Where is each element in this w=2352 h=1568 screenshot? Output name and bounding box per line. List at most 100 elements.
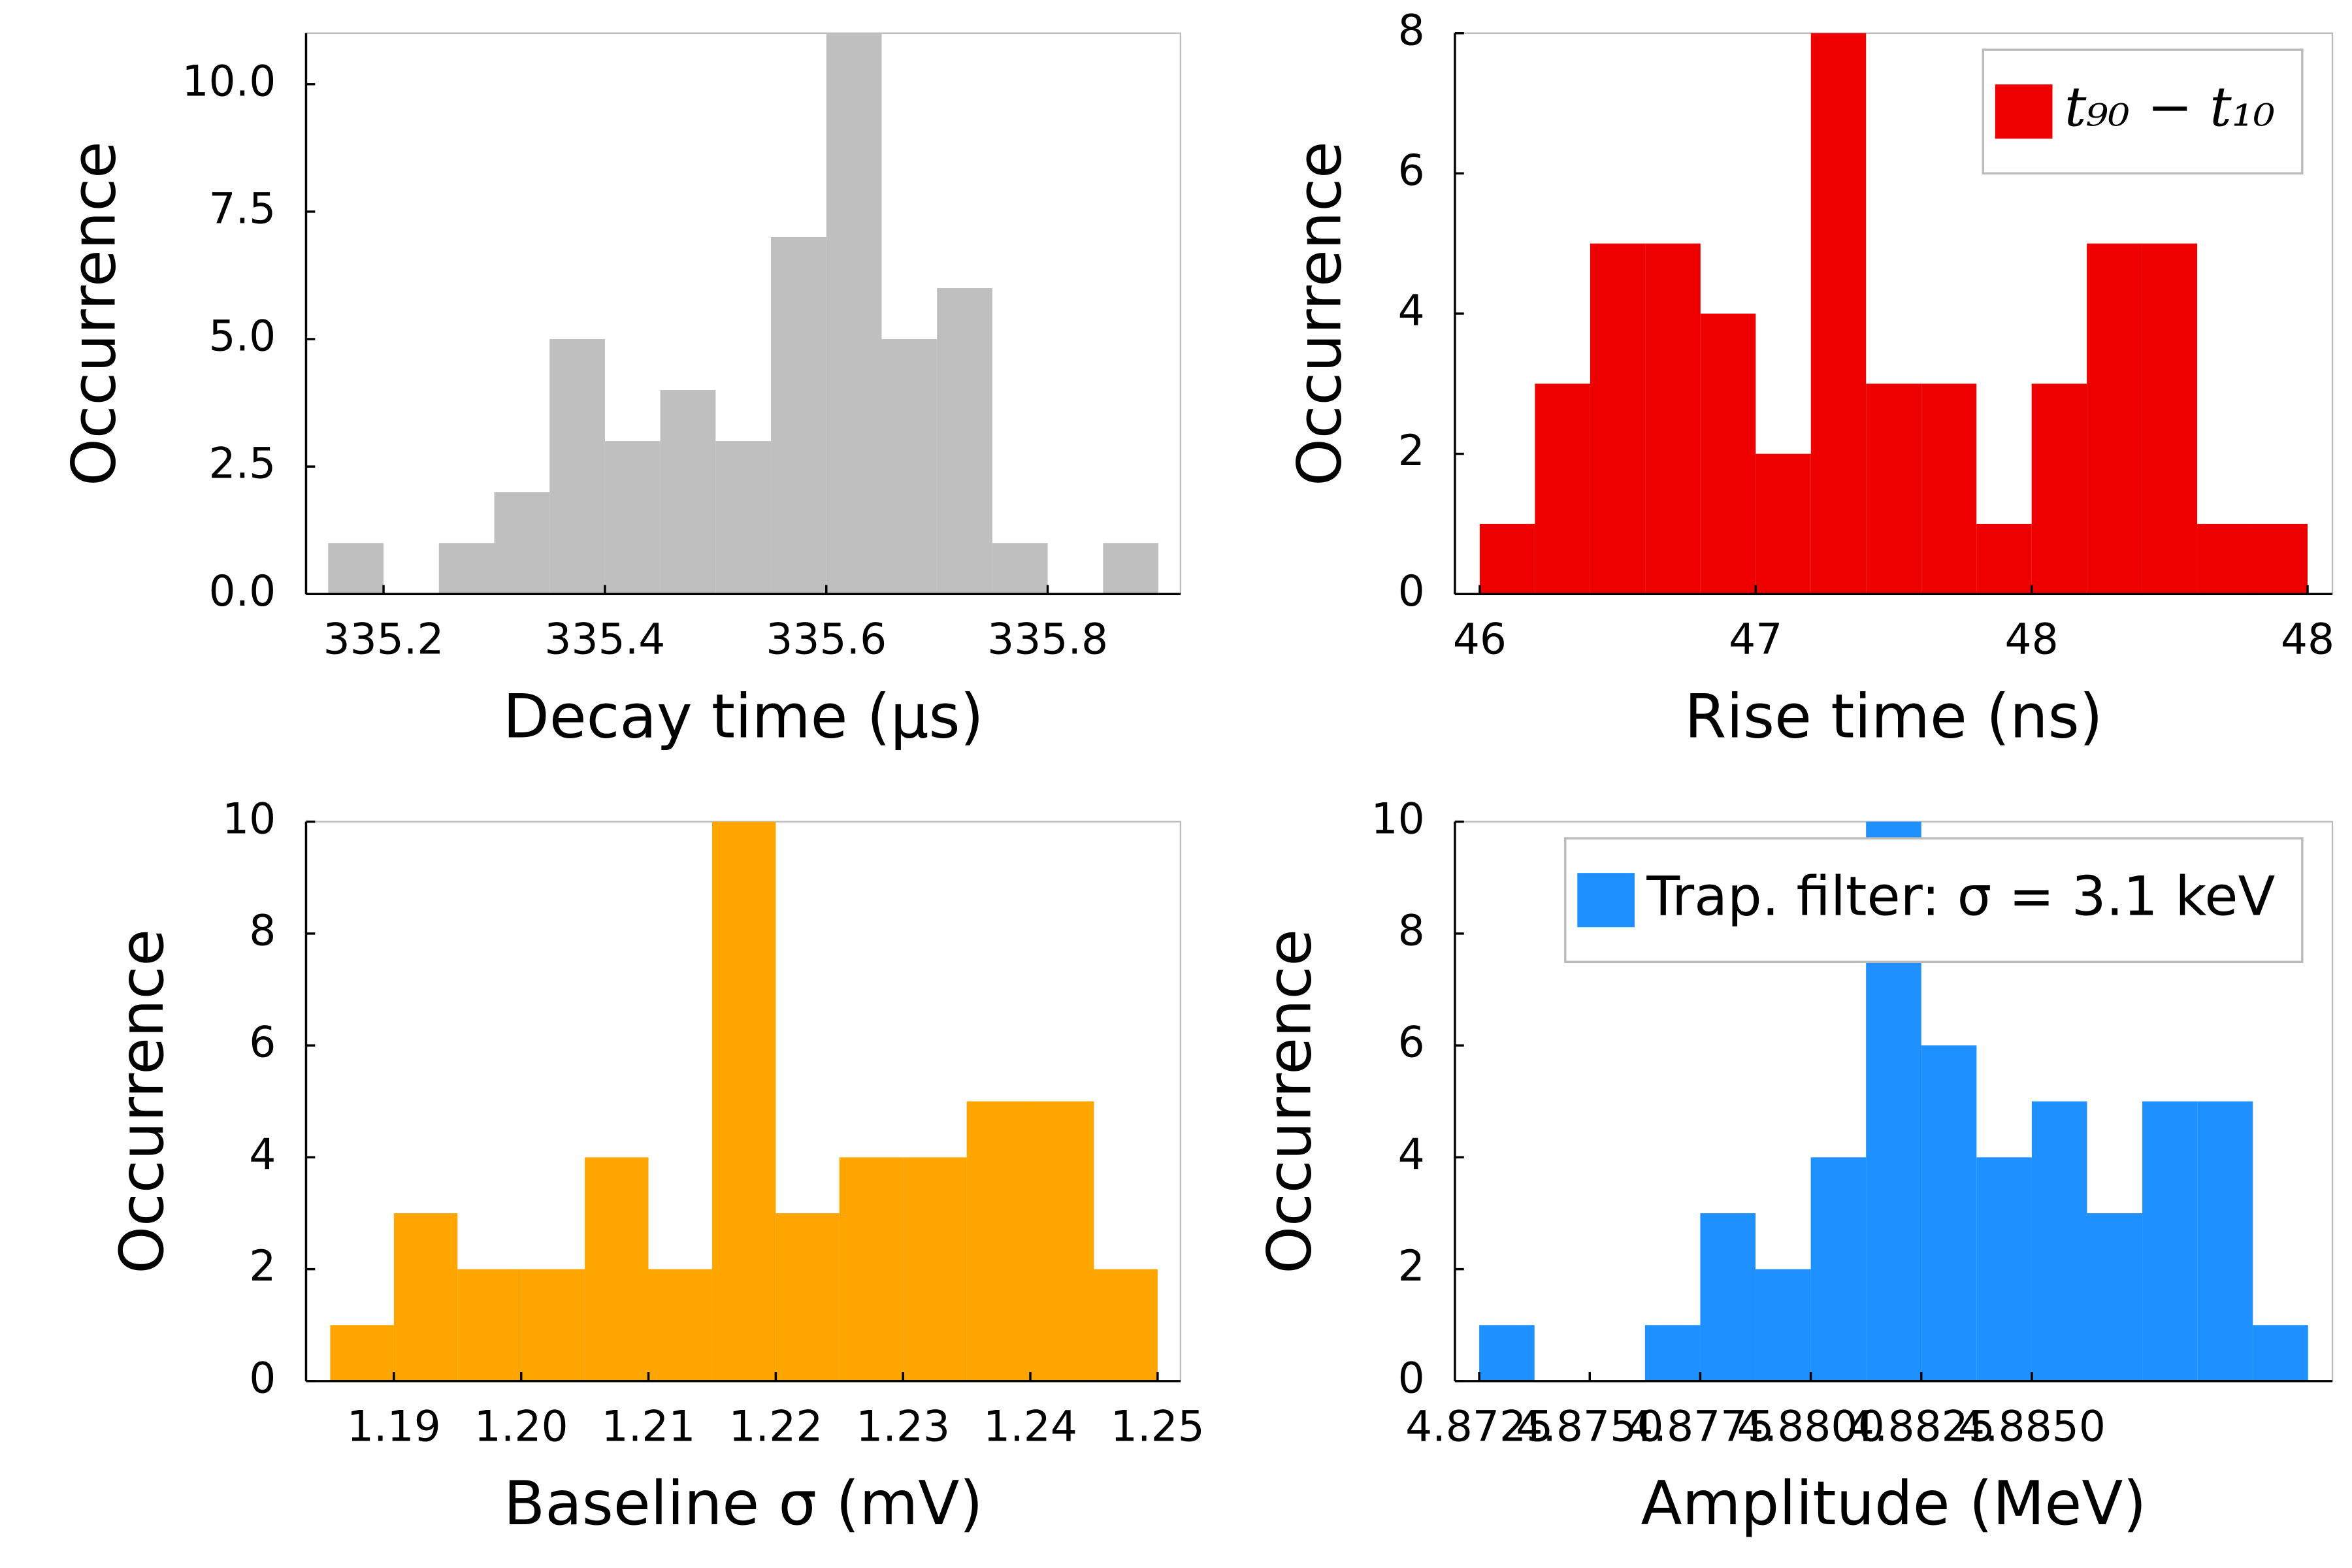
legend: Trap. filter: σ = 3.1 keV xyxy=(1564,837,2304,964)
y-tick-label: 7.5 xyxy=(209,184,276,233)
x-tick-label: 1.23 xyxy=(856,1402,950,1451)
y-tick-label: 4 xyxy=(249,1130,276,1179)
legend-label: Trap. filter: σ = 3.1 keV xyxy=(1646,865,2275,928)
bar xyxy=(2252,523,2308,595)
bar xyxy=(1921,1045,1977,1381)
bar xyxy=(1644,1325,1701,1381)
bar xyxy=(2031,1101,2087,1381)
y-tick-label: 10.0 xyxy=(182,57,276,106)
bar xyxy=(1103,543,1159,595)
y-tick-label: 8 xyxy=(1398,6,1425,55)
legend-box xyxy=(1564,837,2304,964)
legend: t₉₀ − t₁₀ xyxy=(1982,48,2304,175)
y-tick-label: 6 xyxy=(1398,1019,1425,1068)
x-axis-label: Amplitude (MeV) xyxy=(1641,1468,2147,1539)
x-tick-label: 335.8 xyxy=(987,615,1108,664)
x-tick-label: 335.4 xyxy=(544,615,665,664)
bar xyxy=(711,821,776,1381)
x-tick-label: 48 xyxy=(2005,615,2059,664)
y-tick-label: 4 xyxy=(1398,287,1425,336)
y-tick-label: 5.0 xyxy=(209,312,276,361)
y-tick-label: 2.5 xyxy=(209,440,276,489)
legend-swatch xyxy=(1577,873,1635,928)
bar xyxy=(494,492,550,595)
x-tick-label: 46 xyxy=(1453,615,1507,664)
y-axis-label: Occurrence xyxy=(58,141,129,486)
x-tick-label: 1.20 xyxy=(474,1402,568,1451)
bar xyxy=(1976,523,2032,595)
bar xyxy=(1866,384,1921,595)
x-axis-label: Decay time (µs) xyxy=(503,681,984,751)
x-tick-label: 4.8800 xyxy=(1737,1402,1885,1451)
y-tick-label: 10 xyxy=(222,794,276,843)
bar xyxy=(2087,243,2142,595)
bar xyxy=(903,1157,967,1381)
bar xyxy=(549,339,605,595)
x-tick-label: 335.2 xyxy=(323,615,444,664)
bar xyxy=(2031,384,2087,595)
bar xyxy=(2197,1101,2253,1381)
bar xyxy=(881,339,938,595)
bar xyxy=(937,287,992,595)
bar xyxy=(966,1101,1031,1381)
bar xyxy=(2142,1101,2198,1381)
bar xyxy=(660,390,716,595)
y-tick-label: 2 xyxy=(1398,427,1425,476)
bar xyxy=(521,1269,585,1381)
y-tick-label: 8 xyxy=(1398,907,1425,956)
bar xyxy=(826,33,882,595)
bar xyxy=(457,1269,521,1381)
bar xyxy=(2253,1325,2308,1381)
x-tick-label: 4.8825 xyxy=(1848,1402,1995,1451)
y-tick-label: 0 xyxy=(1398,1354,1425,1403)
x-tick-label: 4.8750 xyxy=(1516,1402,1663,1451)
bar xyxy=(992,543,1048,595)
bar xyxy=(648,1269,712,1381)
y-tick-label: 8 xyxy=(249,907,276,956)
bar xyxy=(2142,243,2198,595)
bar xyxy=(1700,314,1756,595)
y-tick-label: 10 xyxy=(1371,794,1425,843)
bar xyxy=(1756,453,1811,595)
x-axis-label: Baseline σ (mV) xyxy=(504,1468,983,1539)
x-axis-label: Rise time (ns) xyxy=(1684,681,2102,751)
panel: 335.2 335.4 335.6 335.8 0.0 2.5 5.0 7.5 10.0 Deca… xyxy=(58,32,1182,751)
legend-swatch xyxy=(1995,84,2053,139)
x-tick-label: 1.24 xyxy=(983,1402,1077,1451)
panel: 1.19 1.20 1.21 1.22 1.23 1.24 1.25 0 2 4 6 8 10 Basel… xyxy=(106,794,1205,1539)
x-tick-label: 48 xyxy=(2281,615,2334,664)
bar xyxy=(1590,243,1646,595)
bar xyxy=(1479,1325,1535,1381)
y-axis-label: Occurrence xyxy=(106,929,177,1274)
x-tick-label: 1.19 xyxy=(347,1402,441,1451)
bar xyxy=(2197,523,2253,595)
bar xyxy=(1921,384,1977,595)
bar xyxy=(1535,384,1590,595)
bar xyxy=(1810,33,1867,595)
bar xyxy=(1645,243,1701,595)
y-tick-label: 2 xyxy=(1398,1242,1425,1291)
y-axis-label: Occurrence xyxy=(1284,141,1355,486)
bar xyxy=(776,1213,840,1381)
bar xyxy=(393,1213,458,1381)
legend-label: t₉₀ − t₁₀ xyxy=(2065,75,2275,139)
y-tick-label: 2 xyxy=(249,1242,276,1291)
bar xyxy=(2087,1213,2143,1381)
y-axis-label: Occurrence xyxy=(1254,929,1324,1274)
bar xyxy=(330,1325,394,1381)
bar xyxy=(771,237,826,595)
bar xyxy=(1756,1269,1811,1381)
y-tick-label: 4 xyxy=(1398,1130,1425,1179)
x-tick-label: 4.8850 xyxy=(1958,1402,2106,1451)
x-tick-label: 1.25 xyxy=(1111,1402,1205,1451)
y-tick-label: 6 xyxy=(1398,146,1425,195)
x-tick-label: 4.8775 xyxy=(1626,1402,1774,1451)
x-tick-label: 47 xyxy=(1729,615,1782,664)
x-tick-label: 4.8725 xyxy=(1405,1402,1553,1451)
bar xyxy=(438,543,495,595)
bar xyxy=(604,441,661,595)
bar xyxy=(839,1157,904,1381)
x-tick-label: 1.21 xyxy=(602,1402,696,1451)
